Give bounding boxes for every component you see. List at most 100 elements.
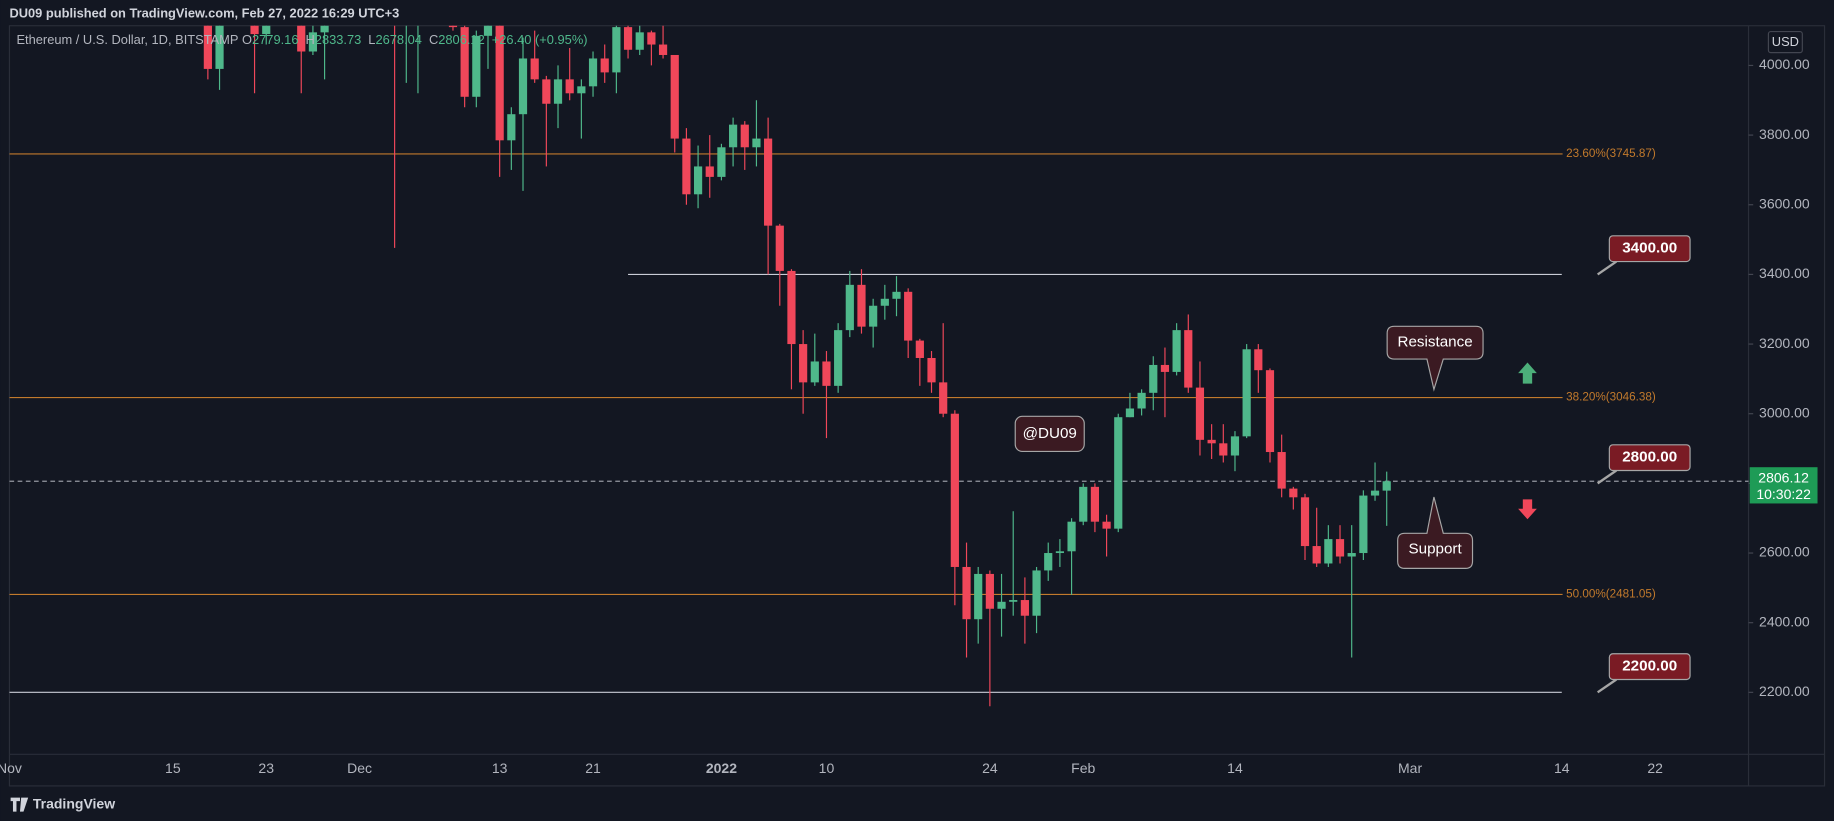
candle-body [565,79,574,94]
candle-body [1277,452,1286,489]
symbol: Ethereum / U.S. Dollar, 1D, BITSTAMP [16,32,238,47]
candle-body [472,35,481,97]
overlay: 2200.00 2400.00 2600.00 2800.00 3000.00 3200.… [1596,56,1818,699]
candle-body [985,573,994,609]
candle-body [857,284,866,327]
candle-body [810,361,819,383]
candle-body [1312,546,1321,564]
y-tick-label: 3000.00 [1759,404,1810,420]
candle-body [1114,417,1123,529]
symbol-legend: Ethereum / U.S. Dollar, 1D, BITSTAMP O277… [16,32,587,47]
candle-body [1359,495,1368,554]
candle-body [1044,553,1053,571]
y-tick-label: 3600.00 [1759,195,1810,211]
published-note: DU09 published on TradingView.com, Feb 2… [9,5,399,20]
callout-pointer [1596,469,1618,485]
candle-body [939,382,948,414]
candle-body [799,344,808,383]
candle-body [764,138,773,226]
candle-body [588,58,598,87]
candle-body [927,357,936,383]
ohlc-value: 2806.12 [438,32,484,47]
candle-body [530,58,539,80]
chart-frame [8,25,1826,787]
candle-body [1149,364,1158,393]
change: +26.40 (+0.95%) [492,32,588,47]
candle-body [740,124,749,148]
candle-body [1265,370,1275,453]
candle-body [577,86,586,94]
candle-body [693,166,703,195]
candle-body [250,25,259,35]
candle-body [1125,408,1135,418]
candle-body [1347,553,1356,557]
candle-body [1102,521,1111,529]
candle-body [612,27,621,73]
y-tick-label: 2200.00 [1759,683,1810,699]
x-tick-label: Mar [1398,760,1422,776]
countdown: 10:30:22 [1756,486,1811,502]
candle-body [997,601,1006,609]
candle-body [892,291,901,299]
candle-body [297,25,306,52]
time-axis: Nov 15 23 Dec 13 21 2022 10 24 Feb 14 Mar 14 22 [0,760,1663,776]
candle-body [822,361,831,386]
candle-body [1300,497,1310,547]
resistance-callout [1386,325,1484,392]
y-tick-label: 2600.00 [1759,544,1810,560]
currency-box [1767,30,1803,54]
candle-body [1207,439,1216,444]
brand-logo [10,797,29,812]
candle-body [215,25,224,69]
y-tick-label: 2400.00 [1759,613,1810,629]
x-tick-label: 21 [585,760,601,776]
x-tick-label: 24 [982,760,998,776]
candle-body [1090,486,1100,522]
candle-body [1382,481,1391,491]
candle-body [974,573,983,620]
candle-body [1289,488,1298,498]
ohlc-key: H [306,32,315,47]
candle-body [1219,443,1228,456]
watermark-box [1014,415,1085,453]
fib-label: 38.20%(3046.38) [1566,391,1656,404]
ohlc-value: 2833.73 [315,32,361,47]
candle-body [670,54,679,139]
candle-body [915,340,924,358]
candle-body [1254,349,1263,371]
ohlc-value: 2779.16 [252,32,298,47]
y-tick-label: 4000.00 [1759,56,1810,72]
candle-body [880,298,889,306]
ohlc-key: L [368,32,375,47]
candle-body [1009,600,1018,602]
candle-body [717,147,726,177]
candle-body [495,25,504,141]
candle-body [834,330,843,386]
candle-body [600,58,609,73]
y-tick-label: 3400.00 [1759,265,1810,281]
support-callout [1397,496,1474,569]
candle-body [483,25,493,36]
candle-body [1172,330,1181,372]
candle-body [635,32,644,50]
candle-body [647,32,656,45]
candle-body [542,79,551,104]
candle-body [1067,521,1076,552]
resistance-label: Resistance [1398,334,1473,351]
candle-body [845,284,854,331]
candle-body [623,27,633,50]
callout-box [1608,444,1691,472]
candle-body [775,225,784,271]
candle-body [1230,436,1240,456]
candle-body [787,270,796,345]
callout-box [1608,653,1691,681]
candle-body [1032,570,1041,616]
fib-label: 23.60%(3745.87) [1566,147,1656,160]
x-tick-label: 13 [492,760,508,776]
candle-body [308,32,318,52]
x-tick-label: 14 [1227,760,1243,776]
candle-body [869,305,878,327]
y-tick-label: 3800.00 [1759,126,1810,142]
